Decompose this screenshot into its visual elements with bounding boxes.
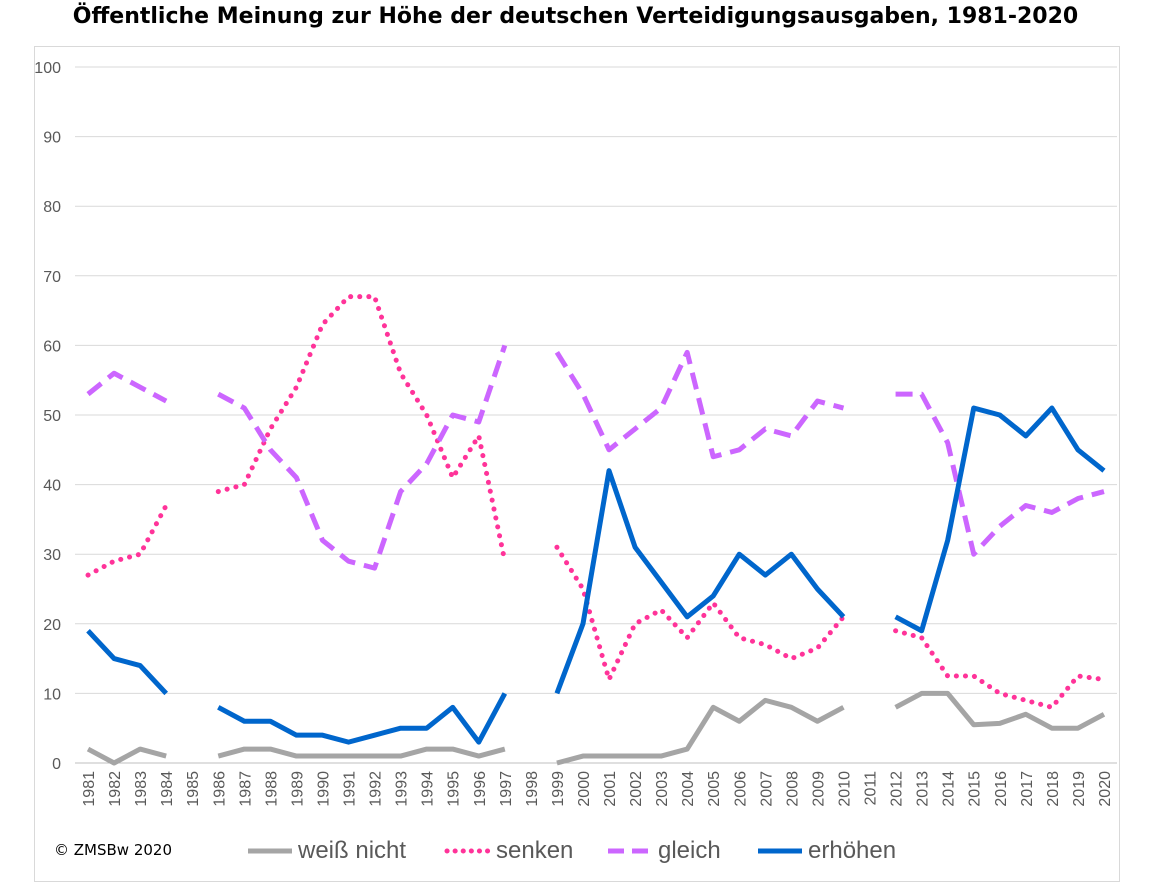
series-line-gleich-segment-1 bbox=[217, 344, 508, 571]
series-erhoehen bbox=[86, 405, 1106, 745]
legend-swatch-erhoehen bbox=[758, 848, 802, 854]
x-tick-label-2004: 2004 bbox=[680, 771, 697, 807]
x-tick-label-2006: 2006 bbox=[732, 771, 749, 807]
chart-title: Öffentliche Meinung zur Höhe der deutsch… bbox=[72, 4, 1079, 29]
x-tick-label-1994: 1994 bbox=[420, 771, 437, 807]
x-tick-label-1991: 1991 bbox=[342, 771, 359, 807]
x-tick-label-2009: 2009 bbox=[810, 771, 827, 807]
series-line-senken-segment-1 bbox=[215, 294, 508, 564]
series-line-senken-segment-2 bbox=[554, 544, 846, 682]
legend-label-erhoehen: erhöhen bbox=[808, 837, 897, 864]
y-tick-label-80: 80 bbox=[43, 199, 61, 216]
y-tick-label-40: 40 bbox=[43, 478, 61, 495]
series-line-senken-segment-0 bbox=[85, 502, 169, 578]
legend-swatch-gleich bbox=[608, 848, 652, 854]
y-tick-label-100: 100 bbox=[34, 60, 61, 77]
grid-lines bbox=[75, 66, 1117, 694]
x-tick-label-2002: 2002 bbox=[628, 771, 645, 807]
x-tick-label-1997: 1997 bbox=[498, 771, 515, 807]
y-tick-label-10: 10 bbox=[43, 686, 61, 703]
x-tick-label-2013: 2013 bbox=[915, 771, 932, 807]
series-gleich bbox=[86, 344, 1105, 571]
legend-label-gleich: gleich bbox=[658, 837, 721, 864]
x-tick-label-1988: 1988 bbox=[263, 771, 280, 807]
y-tick-label-90: 90 bbox=[43, 130, 61, 147]
y-tick-label-20: 20 bbox=[43, 617, 61, 634]
x-tick-label-2016: 2016 bbox=[993, 771, 1010, 807]
series-line-weiss-nicht-segment-1 bbox=[217, 746, 506, 759]
y-tick-label-70: 70 bbox=[43, 269, 61, 286]
x-tick-label-1999: 1999 bbox=[550, 771, 567, 807]
legend-item-weiss-nicht: weiß nicht bbox=[246, 836, 406, 866]
x-tick-label-2001: 2001 bbox=[602, 771, 619, 807]
series-line-erhoehen-segment-3 bbox=[894, 405, 1106, 634]
x-tick-label-2019: 2019 bbox=[1071, 771, 1088, 807]
legend-item-senken: senken bbox=[444, 836, 573, 866]
series-line-gleich-segment-2 bbox=[554, 349, 845, 460]
x-tick-label-1986: 1986 bbox=[211, 771, 228, 807]
y-tick-label-60: 60 bbox=[43, 338, 61, 355]
series-line-senken-segment-3 bbox=[893, 628, 1107, 710]
x-tick-label-2011: 2011 bbox=[863, 771, 880, 806]
x-tick-label-2003: 2003 bbox=[654, 771, 671, 807]
x-tick-label-1992: 1992 bbox=[368, 771, 385, 807]
legend-label-weiss-nicht: weiß nicht bbox=[298, 837, 407, 864]
x-tick-label-2007: 2007 bbox=[758, 771, 775, 807]
legend-swatch-senken bbox=[444, 848, 492, 854]
x-tick-label-2010: 2010 bbox=[836, 771, 853, 807]
series-line-weiss-nicht-segment-2 bbox=[556, 697, 845, 766]
series-line-gleich-segment-3 bbox=[895, 391, 1105, 557]
series-lines bbox=[85, 294, 1107, 766]
x-tick-label-1985: 1985 bbox=[185, 771, 202, 807]
series-line-erhoehen-segment-2 bbox=[554, 468, 846, 695]
y-tick-label-50: 50 bbox=[43, 408, 61, 425]
x-tick-label-1987: 1987 bbox=[237, 771, 254, 807]
x-tick-label-2014: 2014 bbox=[941, 771, 958, 807]
legend-label-senken: senken bbox=[496, 837, 574, 864]
x-tick-label-1982: 1982 bbox=[107, 771, 124, 807]
x-tick-label-1990: 1990 bbox=[315, 771, 332, 807]
series-senken bbox=[85, 294, 1107, 710]
x-tick-label-1995: 1995 bbox=[446, 771, 463, 807]
x-tick-label-1984: 1984 bbox=[159, 771, 176, 807]
y-tick-label-30: 30 bbox=[43, 547, 61, 564]
x-tick-label-1983: 1983 bbox=[133, 771, 150, 807]
axes: 0 10 20 30 40 50 60 70 80 90 100 1981 1982 1983 1984 19… bbox=[34, 60, 1117, 807]
x-tick-label-2000: 2000 bbox=[576, 771, 593, 807]
x-tick-label-2008: 2008 bbox=[784, 771, 801, 807]
x-tick-label-2012: 2012 bbox=[889, 771, 906, 807]
series-line-gleich-segment-0 bbox=[86, 370, 168, 404]
series-line-erhoehen-segment-1 bbox=[217, 692, 508, 745]
x-tick-label-2015: 2015 bbox=[967, 771, 984, 807]
x-tick-label-2017: 2017 bbox=[1019, 771, 1036, 807]
series-weiss-nicht bbox=[86, 690, 1106, 766]
x-tick-label-1993: 1993 bbox=[394, 771, 411, 807]
legend-item-gleich: gleich bbox=[606, 836, 721, 866]
x-tick-label-2018: 2018 bbox=[1045, 771, 1062, 807]
x-tick-label-1981: 1981 bbox=[81, 771, 98, 807]
legend-swatch-weiss-nicht bbox=[248, 848, 292, 854]
x-tick-label-2005: 2005 bbox=[706, 771, 723, 807]
x-tick-label-1989: 1989 bbox=[289, 771, 306, 807]
x-tick-label-1996: 1996 bbox=[472, 771, 489, 807]
series-line-erhoehen-segment-0 bbox=[86, 629, 169, 696]
copyright-notice: © ZMSBw 2020 bbox=[54, 841, 173, 859]
legend-item-erhoehen: erhöhen bbox=[756, 836, 896, 866]
x-tick-label-2020: 2020 bbox=[1097, 771, 1114, 807]
series-line-weiss-nicht-segment-0 bbox=[86, 746, 167, 766]
x-tick-label-1998: 1998 bbox=[524, 771, 541, 807]
y-tick-label-0: 0 bbox=[52, 756, 61, 773]
series-line-weiss-nicht-segment-3 bbox=[894, 690, 1106, 731]
chart-frame bbox=[34, 46, 1120, 882]
